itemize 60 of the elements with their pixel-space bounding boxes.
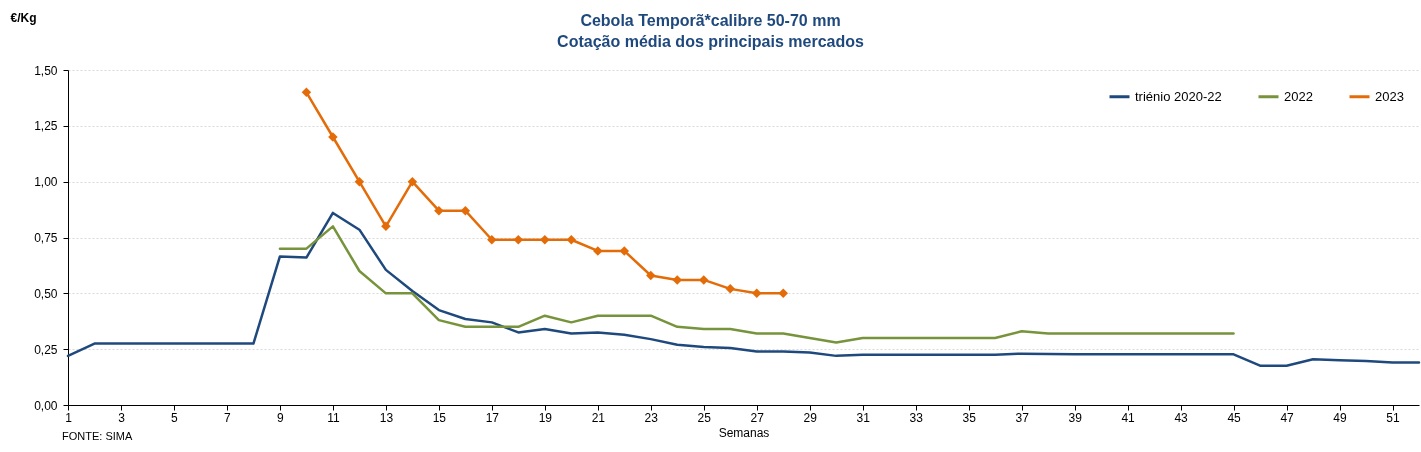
y-tick-label: 0,00 (34, 398, 58, 413)
x-tick-label: 47 (1280, 410, 1295, 425)
line-series (66, 211, 1421, 367)
x-tick-label: 11 (327, 410, 340, 425)
point (487, 234, 497, 245)
point (593, 246, 603, 256)
x-tick-label: 25 (697, 410, 712, 425)
x-tick-label: 51 (1386, 410, 1400, 425)
point (407, 176, 418, 187)
x-tick-label: 15 (432, 410, 447, 425)
point (301, 87, 312, 98)
point (646, 270, 656, 281)
x-tick-label: 49 (1333, 410, 1348, 425)
point (699, 275, 709, 285)
point (354, 176, 365, 187)
line-series (278, 225, 1235, 344)
legend-label: 2023 (1375, 88, 1404, 104)
x-tick-label: 33 (909, 410, 924, 425)
text: Cotação média dos principais mercados (557, 33, 864, 50)
point (540, 234, 550, 245)
x-tick-label: 17 (485, 410, 500, 425)
x-tick-label: 27 (750, 410, 765, 425)
y-axis-title: €/Kg (10, 10, 37, 25)
x-tick-label: 7 (224, 410, 232, 425)
source-note: FONTE: SIMA (62, 430, 133, 442)
x-tick-label: 13 (379, 410, 394, 425)
x-tick-label: 3 (118, 410, 126, 425)
point (460, 205, 471, 216)
x-tick-label: 19 (538, 410, 553, 425)
text: Cebola Temporã*calibre 50-70 mm (580, 12, 841, 29)
y-tick-label: 1,50 (34, 63, 58, 78)
point (513, 234, 524, 245)
x-tick-label: 1 (65, 410, 73, 425)
x-tick-label: 43 (1174, 410, 1189, 425)
legend-label: triénio 2020-22 (1135, 88, 1222, 104)
point (752, 288, 762, 299)
x-tick-label: 31 (856, 410, 871, 425)
point (434, 205, 444, 216)
point (778, 288, 788, 299)
x-tick-label: 23 (644, 410, 659, 425)
legend-label: 2022 (1284, 88, 1313, 104)
x-tick-label: 5 (171, 410, 179, 425)
x-tick-label: 21 (591, 410, 606, 425)
point (619, 246, 630, 256)
point (566, 234, 577, 245)
x-tick-label: 9 (277, 410, 285, 425)
point (725, 284, 735, 294)
point (381, 221, 391, 232)
y-tick-label: 1,25 (34, 119, 58, 134)
x-tick-label: 37 (1015, 410, 1030, 425)
y-tick-label: 1,00 (34, 175, 58, 190)
x-axis-title: Semanas (718, 425, 770, 440)
x-tick-label: 45 (1227, 410, 1242, 425)
x-tick-label: 35 (962, 410, 977, 425)
x-tick-label: 41 (1121, 410, 1136, 425)
y-tick-label: 0,50 (34, 286, 58, 301)
x-tick-label: 39 (1068, 410, 1083, 425)
y-tick-label: 0,75 (34, 231, 58, 245)
y-tick-label: 0,25 (34, 342, 58, 357)
x-tick-label: 29 (803, 410, 818, 425)
